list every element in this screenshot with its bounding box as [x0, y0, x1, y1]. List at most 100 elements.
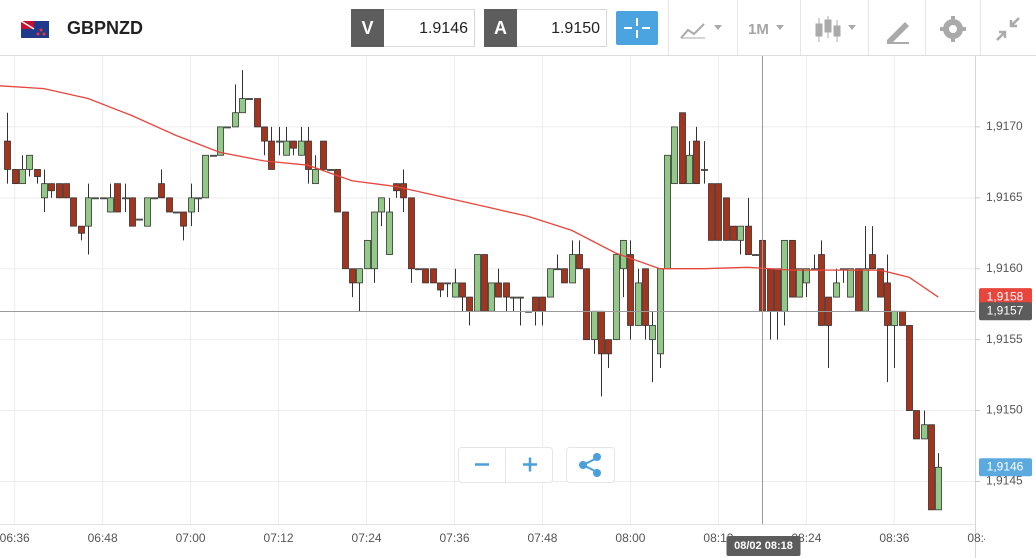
- candle-body: [180, 211, 187, 227]
- candle-body: [217, 126, 224, 156]
- candle-type-button[interactable]: [815, 16, 856, 42]
- symbol: GBPNZD: [67, 18, 143, 38]
- candle-body: [92, 197, 99, 200]
- candle-body: [833, 282, 840, 298]
- candle-body: [114, 183, 121, 213]
- candle-body: [510, 296, 517, 299]
- candle-body: [452, 282, 459, 298]
- candle-body: [56, 183, 63, 199]
- candle-body: [605, 339, 612, 355]
- crosshair-price-tag-box: [979, 302, 1032, 321]
- candle-body: [635, 282, 642, 326]
- candle-body: [928, 424, 935, 511]
- candle-body: [4, 140, 11, 170]
- candle-body: [935, 466, 942, 511]
- candle-body: [12, 169, 19, 185]
- candle-body: [202, 154, 209, 199]
- timeframe-button[interactable]: 1M: [748, 21, 784, 38]
- candle-body: [474, 254, 481, 312]
- candle-body: [532, 296, 539, 312]
- candle-body: [503, 282, 510, 298]
- candle-body: [48, 183, 55, 192]
- buy-price: 1.9150: [551, 20, 600, 37]
- candle-body: [305, 140, 312, 170]
- crosshair-button[interactable]: [616, 11, 658, 45]
- ma-price-tag: 1,9158: [987, 289, 1024, 303]
- collapse-button[interactable]: [996, 17, 1020, 41]
- x-tick-label: 08:48: [967, 531, 997, 545]
- candle-body: [26, 154, 33, 170]
- candle-body: [378, 197, 385, 213]
- moving-average: [0, 85, 939, 298]
- candle-body: [400, 183, 407, 199]
- zoom-in-button[interactable]: [506, 448, 552, 482]
- candle-body: [752, 254, 759, 256]
- candle-body: [349, 268, 356, 284]
- candle-body: [166, 197, 173, 213]
- sell-label: V: [361, 18, 373, 38]
- chart-type-button[interactable]: [680, 23, 722, 39]
- share-button[interactable]: [566, 447, 615, 483]
- candle-body: [488, 282, 495, 312]
- candle-body: [591, 310, 598, 341]
- candle-body: [254, 98, 261, 128]
- y-tick-label: 1,9160: [986, 261, 1023, 275]
- candle-body: [598, 310, 605, 355]
- candle-body: [517, 296, 524, 299]
- candle-body: [386, 211, 393, 255]
- candle-body: [466, 296, 473, 312]
- candle-body: [730, 225, 737, 241]
- candle-body: [239, 98, 246, 114]
- y-tick-label: 1,9150: [986, 403, 1023, 417]
- buy-button[interactable]: A 1.9150: [484, 9, 607, 47]
- candle-body: [767, 268, 774, 312]
- candle-body: [569, 254, 576, 284]
- candle-body: [19, 169, 26, 185]
- candle-body: [85, 197, 92, 227]
- candle-body: [906, 325, 913, 411]
- candle-body: [100, 197, 107, 200]
- y-tick-label: 1,9165: [986, 190, 1023, 204]
- y-tick-label: 1,9170: [986, 119, 1023, 133]
- candle-body: [364, 239, 371, 270]
- candle-body: [107, 197, 114, 213]
- candle-body: [356, 268, 363, 284]
- draw-button[interactable]: [887, 22, 909, 44]
- candle-body: [261, 126, 268, 142]
- last-price-tag-box: [979, 458, 1032, 477]
- candle-body: [737, 225, 744, 241]
- sell-button[interactable]: V 1.9146: [351, 9, 475, 47]
- candle-body: [708, 183, 715, 241]
- candle-body: [437, 282, 444, 291]
- candle-body: [276, 140, 283, 143]
- candle-body: [613, 254, 620, 341]
- y-tick-label: 1,9145: [986, 474, 1023, 488]
- zoom-out-button[interactable]: [459, 448, 505, 482]
- candle-body: [701, 169, 708, 171]
- candle-body: [78, 225, 85, 234]
- candle-body: [796, 268, 803, 298]
- candle-body: [342, 211, 349, 270]
- candle-body: [547, 268, 554, 298]
- candle-body: [877, 268, 884, 298]
- last-price-tag: 1,9146: [987, 459, 1024, 473]
- candle-body: [415, 268, 422, 271]
- crosshair-time-tag: 08/02 08:18: [734, 540, 793, 552]
- candle-body: [723, 197, 730, 241]
- candle-body: [327, 169, 334, 171]
- candle-body: [210, 154, 217, 157]
- settings-button[interactable]: [940, 16, 966, 42]
- x-tick-label: 08:36: [879, 531, 909, 545]
- candle-body: [63, 183, 70, 199]
- x-tick-label: 07:12: [264, 531, 294, 545]
- buy-label: A: [494, 18, 507, 38]
- candle-body: [891, 310, 898, 326]
- candle-body: [921, 424, 928, 440]
- x-tick-label: 07:48: [527, 531, 557, 545]
- candle-body: [862, 268, 869, 312]
- candle-body: [70, 197, 77, 227]
- candle-body: [855, 268, 862, 312]
- candle-body: [715, 183, 722, 241]
- candle-body: [224, 126, 231, 129]
